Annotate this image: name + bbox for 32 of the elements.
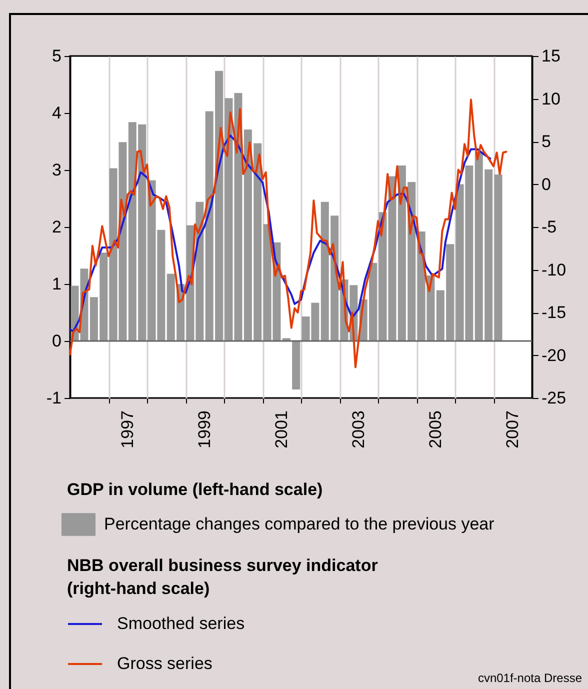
bar bbox=[494, 174, 502, 341]
legend-label: Gross series bbox=[117, 654, 212, 673]
y2-tick-label: -5 bbox=[542, 218, 557, 236]
y-tick-label: -1 bbox=[46, 388, 62, 408]
legend-label: Percentage changes compared to the previous year bbox=[104, 514, 495, 534]
y-tick-label: 0 bbox=[52, 332, 62, 350]
x-tick-label: 2005 bbox=[426, 410, 446, 448]
y2-tick-label: 15 bbox=[542, 46, 560, 66]
y-tick-label: 5 bbox=[52, 46, 62, 66]
y-tick-label: 3 bbox=[52, 160, 62, 180]
x-tick-label: 2003 bbox=[349, 410, 368, 448]
y-tick-label: 1 bbox=[52, 274, 62, 294]
line-series bbox=[69, 134, 492, 332]
x-tick-label: 2007 bbox=[503, 410, 522, 448]
y-tick-label: 2 bbox=[52, 218, 62, 236]
text: GDP in volume (left-hand scale) bbox=[67, 480, 323, 499]
text: NBB overall business survey indicator (right-hand scale) bbox=[67, 556, 378, 598]
bar bbox=[292, 341, 300, 390]
y2-tick-label: -20 bbox=[542, 346, 566, 365]
y2-tick-label: 10 bbox=[542, 89, 560, 108]
y2-tick-label: -25 bbox=[542, 388, 566, 408]
y2-tick-label: -10 bbox=[542, 260, 566, 280]
x-tick-label: 1997 bbox=[118, 410, 138, 448]
y2-tick-label: 0 bbox=[542, 174, 551, 194]
y-tick-label: 4 bbox=[52, 104, 62, 122]
y2-tick-label: 5 bbox=[542, 132, 551, 151]
x-tick-label: 2001 bbox=[272, 410, 292, 448]
text: cvn01f-nota Dresse bbox=[478, 671, 582, 685]
legend-label: Smoothed series bbox=[117, 614, 245, 633]
y2-tick-label: -15 bbox=[542, 303, 566, 322]
x-tick-label: 1999 bbox=[195, 410, 214, 448]
line-series bbox=[69, 98, 508, 368]
